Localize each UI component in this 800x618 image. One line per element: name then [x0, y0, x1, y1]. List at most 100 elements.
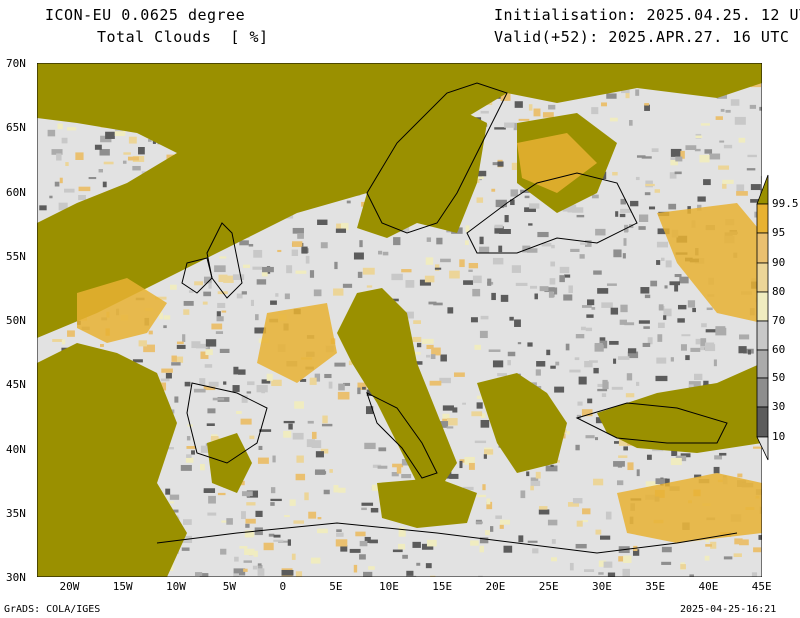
cloud-cell: [257, 565, 263, 572]
cloud-cell: [747, 154, 757, 158]
cloud-cell: [169, 284, 177, 290]
cloud-cell: [370, 507, 379, 513]
cloud-cell: [723, 556, 733, 560]
cloud-cell: [749, 104, 757, 109]
cloud-cell: [709, 153, 721, 160]
colorbar-segment: [756, 291, 769, 322]
cloud-cell: [472, 275, 482, 284]
cloud-cell: [289, 499, 296, 506]
cloud-cell: [700, 343, 709, 351]
variable-title: Total Clouds [ %]: [97, 28, 269, 46]
lon-label: 20W: [59, 580, 80, 593]
cloud-cell: [199, 378, 206, 386]
cloud-cell: [283, 420, 295, 424]
lon-label: 35E: [645, 580, 666, 593]
cloud-cell: [203, 385, 216, 391]
cloud-cell: [100, 343, 104, 347]
cloud-cell: [435, 264, 440, 271]
cloud-cell: [591, 107, 599, 115]
cloud-cell: [533, 108, 541, 117]
cloud-cell: [193, 388, 206, 393]
cloud-cell: [412, 541, 421, 548]
cloud-cell: [186, 446, 196, 449]
cloud-cell: [715, 327, 727, 336]
cloud-cell: [340, 545, 348, 552]
cloud-cell: [58, 202, 68, 211]
lat-label: 50N: [6, 314, 26, 327]
cloud-cell: [49, 195, 53, 199]
cloud-cell: [719, 140, 725, 143]
cloud-cell: [503, 545, 513, 553]
footer-credit: GrADS: COLA/IGES: [4, 604, 101, 615]
cloud-cell: [577, 401, 583, 406]
colorbar: [756, 174, 769, 461]
cloud-cell: [644, 192, 651, 196]
cloud-cell: [630, 200, 639, 207]
cloud-cell: [233, 568, 246, 576]
cloud-cell: [257, 563, 262, 566]
cloud-cell: [620, 208, 632, 213]
cloud-cell: [366, 285, 373, 288]
cloud-cell: [243, 568, 248, 572]
cloud-cell: [651, 148, 659, 153]
cloud-cell: [514, 101, 523, 108]
coastlines: [156, 82, 738, 554]
cloud-cell: [176, 356, 184, 363]
cloud-cell: [307, 420, 314, 424]
cloud-cell: [416, 342, 422, 348]
cloud-cell: [296, 455, 304, 463]
cloud-cell: [627, 348, 637, 354]
cloud-cell: [292, 241, 303, 247]
cloud-cell: [602, 381, 609, 390]
cloud-cell: [655, 478, 668, 485]
cloud-cell: [361, 507, 367, 511]
cloud-cell: [221, 520, 229, 523]
cloud-cell: [114, 130, 126, 136]
cloud-cell: [100, 135, 112, 143]
cloud-cell: [359, 540, 368, 547]
cloud-cell: [196, 343, 208, 349]
cloud-cell: [695, 338, 701, 345]
cloud-cell: [575, 334, 585, 339]
cloud-cell: [644, 104, 650, 111]
cloud-cell: [623, 446, 629, 451]
cloud-cell: [359, 240, 363, 248]
cloud-cell: [205, 344, 211, 351]
cloud-cell: [664, 285, 668, 289]
cloud-cell: [253, 249, 263, 258]
cloud-cell: [245, 518, 256, 524]
cloud-cell: [459, 259, 465, 268]
cloud-cell: [207, 512, 217, 516]
cloud-cell: [468, 462, 475, 470]
colorbar-segment: [756, 377, 769, 408]
cloud-cell: [353, 564, 358, 573]
cloud-cell: [513, 122, 517, 131]
cloud-cell: [479, 330, 488, 339]
cloud-cell: [593, 367, 599, 374]
cloud-cell: [249, 435, 255, 440]
cloud-cell: [750, 199, 761, 203]
initialisation-time: Initialisation: 2025.04.25. 12 UTC: [494, 6, 800, 24]
cloud-cell: [210, 435, 219, 441]
cloud-cell: [329, 469, 333, 473]
cloud-cell: [644, 103, 650, 106]
cloud-cell: [342, 283, 353, 288]
cloud-cell: [528, 223, 533, 226]
cloud-cell: [734, 538, 743, 545]
cloud-cell: [623, 555, 632, 564]
cloud-cell: [580, 242, 588, 245]
cloud-cell: [468, 262, 479, 269]
cloud-cell: [594, 344, 604, 352]
cloud-cell: [661, 561, 672, 565]
cloud-cell: [530, 285, 538, 289]
cloud-cell: [565, 343, 570, 351]
cloud-cell: [598, 560, 607, 567]
cloud-cell: [582, 508, 591, 515]
cloud-cell: [694, 148, 701, 152]
cloud-cell: [392, 463, 404, 468]
cloud-cell: [243, 560, 253, 563]
cloud-cell: [205, 339, 217, 347]
cloud-cell: [99, 149, 110, 156]
cloud-cell: [699, 154, 710, 163]
lat-label: 70N: [6, 57, 26, 70]
